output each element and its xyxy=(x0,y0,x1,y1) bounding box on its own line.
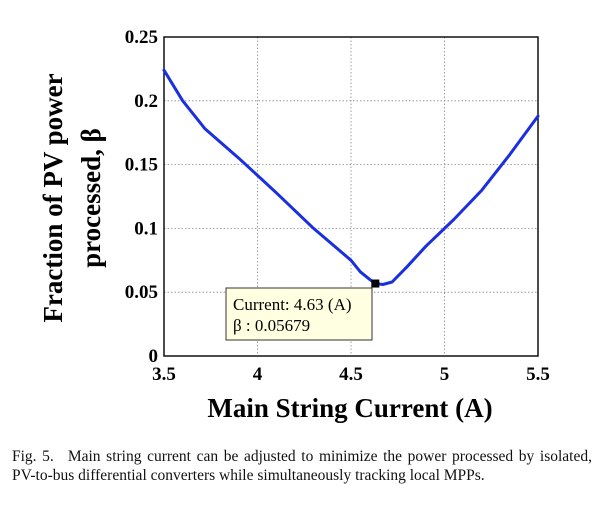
figure-caption: Fig. 5. Main string current can be adjust… xyxy=(12,447,592,485)
plot-frame xyxy=(163,36,539,357)
chart: 3.5 4 4.5 5 5.5 0 0.05 0.1 0.15 0.2 0.25 Main Str… xyxy=(38,27,550,423)
x-tick-label: 4 xyxy=(253,364,263,385)
data-tip: Current: 4.63 (A) β : 0.05679 xyxy=(225,287,373,341)
caption-label: Fig. 5. xyxy=(12,448,54,465)
x-tick-label: 5.5 xyxy=(526,364,550,385)
y-tick-label: 0.1 xyxy=(134,218,158,239)
y-tick-label: 0 xyxy=(149,346,159,367)
y-axis-label-line2: processed, β xyxy=(76,128,106,268)
x-tick-label: 5 xyxy=(440,364,450,385)
data-tip-box xyxy=(225,287,373,341)
y-tick-label: 0.15 xyxy=(125,155,158,176)
data-tip-beta: β : 0.05679 xyxy=(233,316,310,335)
y-tick-label: 0.05 xyxy=(125,282,158,303)
data-tip-marker xyxy=(371,279,380,288)
x-tick-labels: 3.5 4 4.5 5 5.5 xyxy=(152,364,550,385)
x-tick-label: 4.5 xyxy=(339,364,363,385)
caption-text: Main string current can be adjusted to m… xyxy=(12,448,592,484)
y-axis-label-line1: Fraction of PV power xyxy=(38,73,68,322)
x-tick-label: 3.5 xyxy=(152,364,176,385)
y-tick-labels: 0 0.05 0.1 0.15 0.2 0.25 xyxy=(125,27,158,367)
data-tip-current: Current: 4.63 (A) xyxy=(233,295,352,314)
x-axis-label: Main String Current (A) xyxy=(207,393,492,423)
y-tick-label: 0.25 xyxy=(125,27,158,48)
y-tick-label: 0.2 xyxy=(134,91,158,112)
